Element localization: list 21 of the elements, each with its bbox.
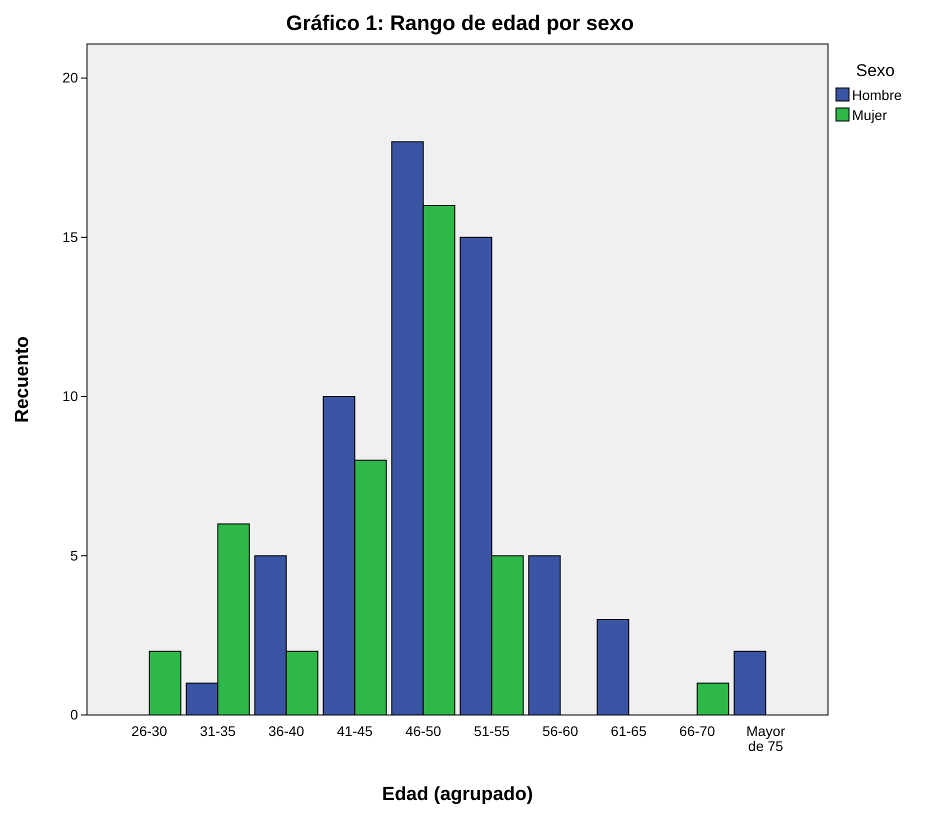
legend-label: Hombre xyxy=(852,87,902,103)
legend-title: Sexo xyxy=(856,61,895,80)
x-tick-label: Mayor de 75 xyxy=(746,723,786,754)
x-tick-label: 56-60 xyxy=(542,723,578,740)
x-tick-label: 51-55 xyxy=(474,723,510,740)
y-tick-label: 0 xyxy=(70,706,78,722)
chart-title: Gráfico 1: Rango de edad por sexo xyxy=(286,12,634,35)
y-tick-label: 15 xyxy=(62,228,78,245)
x-tick-label: 66-70 xyxy=(679,723,716,740)
y-tick-label: 20 xyxy=(62,70,78,86)
x-tick-label: 46-50 xyxy=(405,723,442,740)
y-tick-label: 5 xyxy=(70,547,78,564)
y-tick-label: 10 xyxy=(62,388,78,404)
y-axis-title: Recuento xyxy=(12,336,33,423)
x-tick-label: 31-35 xyxy=(200,723,236,740)
x-axis-title: Edad (agrupado) xyxy=(382,784,533,805)
x-tick-label: 36-40 xyxy=(268,723,304,740)
x-tick-label: 61-65 xyxy=(610,723,647,740)
x-tick-label: 41-45 xyxy=(336,723,373,740)
legend-label: Mujer xyxy=(852,107,888,123)
x-tick-label: 26-30 xyxy=(131,723,168,740)
